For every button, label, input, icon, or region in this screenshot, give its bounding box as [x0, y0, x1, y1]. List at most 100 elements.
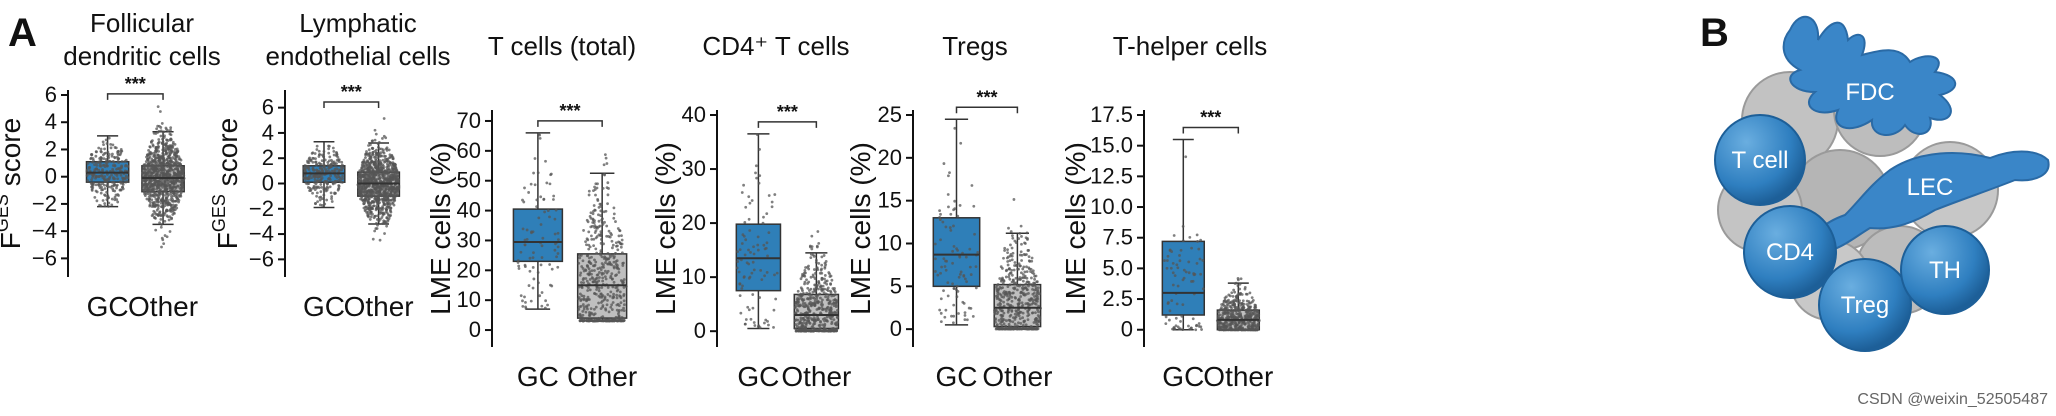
data-point — [159, 201, 163, 205]
data-point — [309, 187, 313, 191]
data-point — [1229, 300, 1232, 304]
data-point — [1221, 308, 1225, 312]
data-point — [747, 217, 751, 221]
data-point — [374, 187, 378, 191]
data-point — [1029, 267, 1033, 271]
data-point — [378, 147, 381, 151]
data-point — [124, 174, 128, 178]
y-tick-label: −2 — [249, 196, 274, 221]
data-point — [797, 326, 801, 329]
data-point — [1018, 232, 1022, 235]
data-point — [315, 168, 318, 172]
data-point — [106, 194, 110, 198]
data-point — [807, 315, 811, 319]
y-tick-label: 15.0 — [1090, 133, 1133, 158]
x-category-label: GC — [303, 291, 345, 322]
data-point — [595, 225, 599, 229]
data-point — [794, 323, 798, 326]
data-point — [587, 193, 591, 197]
data-point — [601, 222, 605, 226]
data-point — [587, 260, 591, 264]
data-point — [582, 307, 586, 311]
data-point — [933, 242, 937, 246]
data-point — [1000, 320, 1004, 324]
data-point — [1034, 299, 1038, 303]
data-point — [1007, 297, 1011, 301]
chart-title-line: Tregs — [942, 31, 1008, 61]
data-point — [114, 193, 118, 197]
data-point — [1256, 310, 1260, 314]
data-point — [1236, 284, 1240, 288]
data-point — [152, 204, 155, 208]
data-point — [1018, 327, 1022, 331]
data-point — [773, 273, 776, 277]
data-point — [606, 269, 610, 273]
data-point — [383, 198, 387, 201]
data-point — [951, 282, 954, 286]
data-point — [116, 200, 120, 204]
data-point — [613, 255, 616, 258]
data-point — [807, 308, 811, 312]
data-point — [316, 200, 320, 203]
data-point — [1007, 322, 1011, 326]
data-point — [1010, 309, 1014, 313]
data-point — [815, 266, 819, 270]
data-point — [180, 167, 183, 171]
data-point — [556, 252, 560, 255]
data-point — [1035, 316, 1038, 320]
data-point — [1232, 288, 1236, 292]
data-point — [1254, 328, 1258, 332]
data-point — [1251, 328, 1255, 332]
data-point — [608, 235, 612, 239]
data-point — [822, 254, 826, 257]
data-point — [1013, 287, 1016, 291]
data-point — [952, 314, 956, 318]
data-point — [588, 214, 592, 218]
data-point — [379, 169, 383, 173]
data-point — [940, 265, 943, 269]
data-point — [811, 273, 815, 277]
data-point — [751, 306, 755, 310]
data-point — [153, 181, 157, 185]
data-point — [532, 277, 536, 281]
data-point — [803, 274, 807, 278]
data-point — [1246, 325, 1250, 329]
data-point — [159, 134, 163, 138]
y-tick-label: 20 — [682, 210, 706, 235]
data-point — [99, 150, 103, 154]
data-point — [1003, 290, 1006, 293]
data-point — [813, 322, 817, 326]
data-point — [773, 193, 777, 196]
data-point — [153, 190, 156, 194]
data-point — [390, 190, 394, 193]
data-point — [617, 314, 621, 318]
data-point — [1172, 234, 1176, 237]
data-point — [381, 206, 385, 210]
data-point — [590, 269, 594, 273]
data-point — [1009, 313, 1013, 317]
data-point — [155, 150, 158, 153]
data-point — [158, 213, 162, 217]
data-point — [168, 174, 172, 178]
data-point — [1217, 325, 1221, 329]
data-point — [383, 195, 387, 198]
y-tick-label: 0 — [262, 171, 274, 196]
data-point — [1020, 235, 1023, 238]
data-point — [392, 195, 395, 199]
data-point — [1227, 308, 1230, 312]
data-point — [818, 271, 822, 275]
data-point — [1015, 288, 1019, 292]
data-point — [391, 201, 395, 204]
data-point — [1244, 328, 1248, 332]
data-point — [159, 129, 163, 133]
data-point — [1015, 313, 1019, 317]
data-point — [166, 201, 170, 205]
data-point — [808, 245, 812, 249]
data-point — [170, 210, 173, 213]
data-point — [813, 297, 816, 300]
data-point — [1017, 321, 1020, 325]
data-point — [604, 209, 608, 213]
data-point — [175, 179, 178, 183]
data-point — [755, 133, 759, 136]
